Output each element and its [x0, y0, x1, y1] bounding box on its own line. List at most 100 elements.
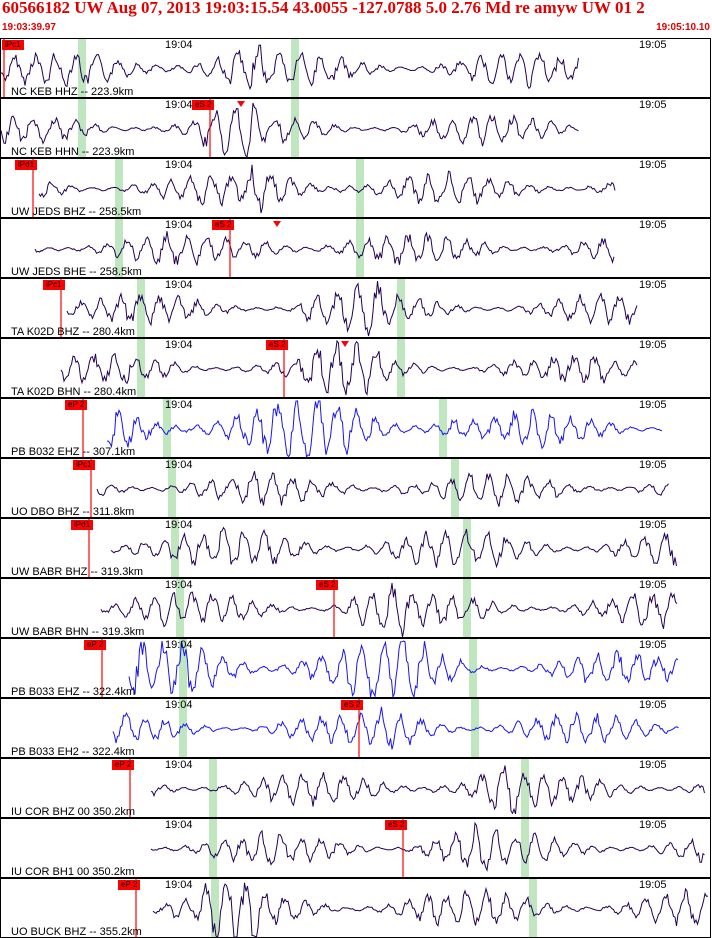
time-tick-label: 19:05 — [639, 759, 667, 771]
time-tick-label: 19:04 — [165, 39, 193, 51]
phase-window-band — [291, 99, 299, 157]
phase-pick-label[interactable]: eS 2 — [212, 220, 235, 230]
seismogram-panel[interactable]: eS 2 19:04 19:05 UW BABR BHN -- 319.3km — [0, 578, 711, 638]
phase-window-band — [209, 759, 217, 817]
arrival-triangle — [237, 101, 245, 107]
seismogram-panel[interactable]: eP 2 19:04 19:05 PB B032 EHZ -- 307.1km — [0, 398, 711, 458]
channel-label: UW JEDS BHE -- 258.5km — [11, 266, 142, 278]
phase-window-band — [115, 159, 123, 217]
phase-pick-label[interactable]: iPc1 — [2, 40, 24, 50]
phase-window-band — [171, 519, 179, 577]
waveform-trace — [128, 640, 679, 697]
phase-pick-label[interactable]: eS 2 — [316, 580, 339, 590]
waveform-trace — [150, 821, 705, 873]
time-tick-label: 19:05 — [639, 579, 667, 591]
time-tick-label: 19:04 — [165, 459, 193, 471]
phase-pick-label[interactable]: eP 2 — [84, 640, 107, 650]
channel-label: NC KEB HHZ -- 223.9km — [11, 86, 134, 98]
seismogram-panel[interactable]: eS 2 19:04 19:05 IU COR BH1 00 350.2km — [0, 818, 711, 878]
phase-pick-label[interactable]: iPc1 — [73, 460, 95, 470]
time-tick-label: 19:05 — [639, 639, 667, 651]
time-tick-label: 19:04 — [165, 159, 193, 171]
waveform-trace — [152, 882, 709, 937]
phase-pick-label[interactable]: iPd1 — [71, 520, 94, 530]
seismogram-panel[interactable]: iPc1 19:04 19:05 UO DBO BHZ -- 311.8km — [0, 458, 711, 518]
event-title: 60566182 UW Aug 07, 2013 19:03:15.54 43.… — [2, 0, 645, 17]
phase-window-band — [451, 459, 459, 517]
seismogram-panel[interactable]: iPd1 19:04 19:05 UW BABR BHZ -- 319.3km — [0, 518, 711, 578]
time-tick-label: 19:05 — [639, 219, 667, 231]
start-time: 19:03:39.97 — [2, 22, 56, 33]
time-tick-label: 19:05 — [639, 279, 667, 291]
phase-window-band — [356, 159, 364, 217]
seismogram-panel[interactable]: eS 2 19:04 19:05 UW JEDS BHE -- 258.5km — [0, 218, 711, 278]
waveform-trace — [38, 164, 616, 214]
time-tick-label: 19:04 — [165, 219, 193, 231]
channel-label: UW BABR BHZ -- 319.3km — [11, 566, 144, 578]
phase-window-band — [163, 399, 171, 457]
phase-window-band — [137, 339, 145, 397]
arrival-triangle — [341, 341, 349, 347]
phase-pick-label[interactable]: eS 2 — [341, 700, 364, 710]
phase-window-band — [397, 279, 405, 337]
seismogram-panel[interactable]: iPd1 19:04 19:05 UW JEDS BHZ -- 258.5km — [0, 158, 711, 218]
time-tick-label: 19:05 — [639, 39, 667, 51]
phase-pick-label[interactable]: iPc1 — [43, 280, 65, 290]
seismogram-panel[interactable]: eP 2 19:04 19:05 IU COR BHZ 00 350.2km — [0, 758, 711, 818]
time-tick-label: 19:04 — [165, 579, 193, 591]
phase-window-band — [78, 99, 86, 157]
phase-window-band — [463, 579, 471, 637]
waveform-trace — [96, 471, 669, 507]
time-tick-label: 19:04 — [165, 819, 193, 831]
phase-pick-label[interactable]: eP 2 — [112, 760, 135, 770]
seismogram-panel[interactable]: eS 2 19:04 19:05 TA K02D BHN -- 280.4km — [0, 338, 711, 398]
phase-pick-label[interactable]: eS 2 — [385, 820, 408, 830]
time-tick-label: 19:05 — [639, 399, 667, 411]
waveform-trace — [60, 339, 638, 396]
phase-window-band — [397, 339, 405, 397]
channel-label: IU COR BH1 00 350.2km — [11, 866, 135, 878]
phase-window-band — [211, 879, 219, 937]
seismogram-panel[interactable]: iPc1 19:04 19:05 TA K02D BHZ -- 280.4km — [0, 278, 711, 338]
channel-label: TA K02D BHZ -- 280.4km — [11, 326, 135, 338]
waveform-trace — [110, 526, 677, 569]
seismogram-panel[interactable]: iPc1 19:04 19:05 NC KEB HHZ -- 223.9km — [0, 38, 711, 98]
seismogram-panel[interactable]: eP 2 19:04 19:05 PB B033 EHZ -- 322.4km — [0, 638, 711, 698]
end-time: 19:05:10.10 — [656, 22, 710, 33]
phase-pick-label[interactable]: iPd1 — [15, 160, 38, 170]
time-tick-label: 19:04 — [165, 639, 193, 651]
time-tick-label: 19:05 — [639, 99, 667, 111]
phase-window-band — [176, 579, 184, 637]
time-tick-label: 19:04 — [165, 339, 193, 351]
time-tick-label: 19:04 — [165, 279, 193, 291]
phase-window-band — [529, 879, 537, 937]
phase-window-band — [168, 459, 176, 517]
seismogram-panel[interactable]: eS 2 19:04 19:05 PB B033 EH2 -- 322.4km — [0, 698, 711, 758]
waveform-trace — [66, 280, 638, 337]
time-tick-label: 19:04 — [165, 519, 193, 531]
phase-pick-label[interactable]: eP 2 — [118, 880, 141, 890]
event-header: 60566182 UW Aug 07, 2013 19:03:15.54 43.… — [0, 0, 712, 38]
phase-window-band — [356, 219, 364, 277]
phase-pick-label[interactable]: eP 2 — [65, 400, 88, 410]
time-tick-label: 19:04 — [165, 99, 193, 111]
seismogram-panel[interactable]: eS 2 19:04 19:05 NC KEB HHN -- 223.9km — [0, 98, 711, 158]
phase-pick-label[interactable]: eS 2 — [266, 340, 289, 350]
phase-window-band — [439, 399, 447, 457]
phase-window-band — [521, 819, 529, 877]
waveform-trace — [34, 231, 615, 266]
arrival-triangle — [273, 221, 281, 227]
time-tick-label: 19:04 — [165, 879, 193, 891]
waveform-canvas — [60, 339, 638, 397]
time-tick-label: 19:04 — [165, 699, 193, 711]
phase-window-band — [78, 39, 86, 97]
phase-window-band — [471, 699, 479, 757]
channel-label: IU COR BHZ 00 350.2km — [11, 806, 136, 818]
phase-window-band — [463, 519, 471, 577]
time-tick-label: 19:05 — [639, 879, 667, 891]
seismogram-panel[interactable]: eP 2 19:04 19:05 UO BUCK BHZ -- 355.2km — [0, 878, 711, 938]
time-tick-label: 19:05 — [639, 819, 667, 831]
phase-pick-label[interactable]: eS 2 — [192, 100, 215, 110]
channel-label: UW BABR BHN -- 319.3km — [11, 626, 145, 638]
phase-window-band — [179, 699, 187, 757]
